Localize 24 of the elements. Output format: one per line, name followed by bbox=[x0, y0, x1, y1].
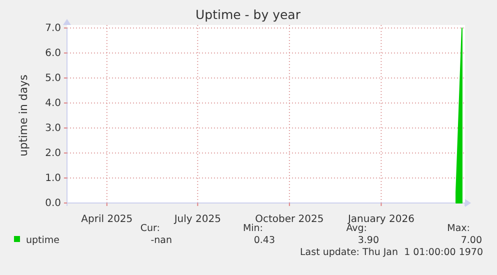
text: -nan bbox=[150, 235, 172, 246]
y-tick-label: 2.0 bbox=[45, 148, 61, 160]
x-tick-label: July 2025 bbox=[173, 214, 221, 225]
x-tick-label: April 2025 bbox=[81, 214, 133, 225]
text: 0.43 bbox=[254, 235, 275, 246]
text: Avg: bbox=[346, 223, 367, 234]
text: 7.00 bbox=[460, 235, 482, 246]
legend-label: uptime bbox=[26, 235, 60, 246]
text: 3.90 bbox=[358, 235, 379, 246]
text: Last update: Thu Jan 1 01:00:00 1970 bbox=[300, 247, 483, 258]
y-tick-label: 6.0 bbox=[45, 48, 61, 60]
y-tick-label: 0.0 bbox=[45, 198, 61, 210]
y-tick-label: 4.0 bbox=[45, 98, 61, 110]
y-tick-label: 7.0 bbox=[45, 23, 61, 34]
x-tick-label: January 2026 bbox=[346, 214, 414, 225]
y-tick-label: 1.0 bbox=[45, 173, 61, 184]
x-tick-label: October 2025 bbox=[255, 214, 324, 225]
text: Max: bbox=[447, 223, 470, 234]
text: Min: bbox=[242, 223, 263, 234]
chart-title: Uptime - by year bbox=[196, 7, 302, 22]
y-axis-title: uptime in days bbox=[17, 74, 30, 156]
text: Cur: bbox=[140, 223, 160, 234]
y-tick-label: 5.0 bbox=[45, 73, 61, 84]
y-tick-label: 3.0 bbox=[45, 123, 61, 134]
